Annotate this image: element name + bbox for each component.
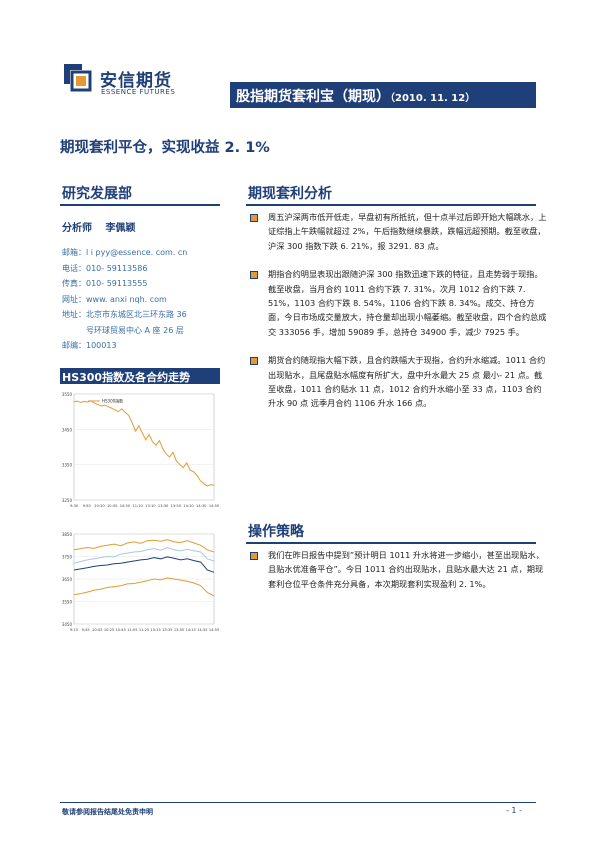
series-line xyxy=(73,539,215,553)
page-number: - 1 - xyxy=(506,806,522,815)
dept-title: 研究发展部 xyxy=(62,186,132,202)
strategy-title: 操作策略 xyxy=(248,524,304,540)
contact-address: 地址：北京市东城区北三环东路 36 xyxy=(62,310,187,319)
bullet-icon xyxy=(250,214,258,222)
chart-section-title: HS300指数及各合约走势 xyxy=(62,371,191,384)
x-tick-label: 14:50 xyxy=(209,504,220,508)
x-tick-label: 13:50 xyxy=(171,504,182,508)
x-tick-label: 13:55 xyxy=(174,628,184,632)
footer-disclaimer: 敬请参阅报告结尾处免责申明 xyxy=(62,808,153,816)
chart-section-header: HS300指数及各合约走势 xyxy=(60,368,220,384)
series-line xyxy=(73,400,215,487)
series-line xyxy=(73,546,215,564)
strategy-header: 操作策略 xyxy=(246,520,536,544)
x-tick-label: 11:25 xyxy=(139,628,149,632)
logo-subtext: ESSENCE FUTURES xyxy=(101,88,176,96)
x-tick-label: 13:10 xyxy=(145,504,156,508)
contact-address-cont: 号环球贸易中心 A 座 26 层 xyxy=(86,325,184,335)
x-tick-label: 13:30 xyxy=(158,504,169,508)
logo-mark xyxy=(62,62,92,92)
x-tick-label: 9:15 xyxy=(70,628,78,632)
y-tick-label: 3350 xyxy=(62,463,73,468)
x-tick-label: 14:10 xyxy=(183,504,194,508)
x-tick-label: 14:55 xyxy=(209,628,219,632)
x-tick-label: 10:50 xyxy=(120,504,131,508)
contact-zip: 邮编：100013 xyxy=(62,341,117,350)
analyst-name: 分析师 李佩颖 xyxy=(62,223,136,234)
plot-frame xyxy=(73,393,215,501)
y-tick-label: 3750 xyxy=(62,555,73,560)
x-tick-label: 10:10 xyxy=(94,504,105,508)
x-tick-label: 13:35 xyxy=(162,628,172,632)
contact-email: 邮箱：l i pyy@essence. com. cn xyxy=(62,248,188,257)
y-tick-label: 3250 xyxy=(62,498,73,503)
report-date: （2010. 11. 12） xyxy=(390,93,476,104)
analysis-header: 期现套利分析 xyxy=(246,182,536,206)
contact-website: 网址：www. anxi nqh. com xyxy=(62,294,167,304)
y-tick-label: 3450 xyxy=(62,622,73,627)
y-tick-label: 3550 xyxy=(62,392,73,397)
logo-text: 安信期货 xyxy=(100,71,172,91)
x-tick-label: 10:45 xyxy=(115,628,125,632)
report-title: 股指期货套利宝（期现）（2010. 11. 12） xyxy=(236,89,476,105)
bullet-icon xyxy=(250,271,258,280)
report-title-bar: 股指期货套利宝（期现）（2010. 11. 12） xyxy=(230,82,536,108)
series-line xyxy=(73,556,215,573)
analysis-title: 期现套利分析 xyxy=(248,186,332,202)
y-tick-label: 3450 xyxy=(62,427,73,432)
legend-label: HS300指数 xyxy=(102,398,123,404)
x-tick-label: 10:30 xyxy=(107,504,118,508)
x-tick-label: 13:15 xyxy=(150,628,160,632)
x-tick-label: 9:30 xyxy=(70,504,79,508)
bullet-icon xyxy=(250,552,258,560)
analysis-body: 周五沪深两市低开低走，早盘初有所抵抗，但十点半过后即开始大幅跳水，上证综指上午跌… xyxy=(248,210,548,425)
contact-info: 邮箱：l i pyy@essence. com. cn 电话：010- 5911… xyxy=(62,245,187,354)
analysis-paragraph: 周五沪深两市低开低走，早盘初有所抵抗，但十点半过后即开始大幅跳水，上证综指上午跌… xyxy=(248,210,548,253)
x-tick-label: 10:05 xyxy=(92,628,102,632)
x-tick-label: 10:25 xyxy=(104,628,114,632)
analysis-paragraph: 期指合约明显表现出跟随沪深 300 指数迅速下跌的特征，且走势弱于现指。截至收盘… xyxy=(248,267,548,339)
x-tick-label: 9:50 xyxy=(83,504,92,508)
series-line xyxy=(73,577,215,597)
x-tick-label: 14:35 xyxy=(197,628,207,632)
x-tick-label: 9:45 xyxy=(82,628,90,632)
report-subtitle: 期现套利平仓，实现收益 2. 1% xyxy=(60,140,270,156)
y-tick-label: 3650 xyxy=(62,577,73,582)
bullet-icon xyxy=(250,357,258,366)
strategy-paragraph: 我们在昨日报告中提到”预计明日 1011 升水将进一步缩小，甚至出现贴水，且贴水… xyxy=(248,548,548,591)
analysis-paragraph: 期货合约随现指大幅下跌，且合约跌幅大于现指，合约升水缩减。1011 合约出现贴水… xyxy=(248,353,548,411)
y-tick-label: 3550 xyxy=(62,600,73,605)
strategy-body: 我们在昨日报告中提到”预计明日 1011 升水将进一步缩小，甚至出现贴水，且贴水… xyxy=(248,548,548,605)
contact-phone: 电话：010- 59113586 xyxy=(62,263,148,273)
footer-divider xyxy=(60,802,536,803)
dept-header: 研究发展部 xyxy=(60,182,220,206)
y-tick-label: 3850 xyxy=(62,532,73,537)
x-tick-label: 14:30 xyxy=(196,504,207,508)
x-tick-label: 14:15 xyxy=(185,628,195,632)
x-tick-label: 11:10 xyxy=(132,504,143,508)
x-tick-label: 11:05 xyxy=(127,628,137,632)
contact-fax: 传真：010- 59113555 xyxy=(62,279,148,288)
